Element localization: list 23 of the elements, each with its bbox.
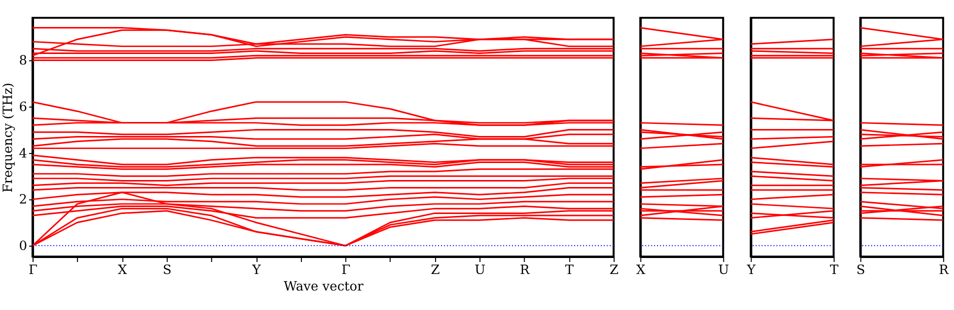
x-tick-label: Z [430,262,440,278]
x-tick-label: Γ [341,262,350,278]
x-tick-label: S [856,262,866,278]
x-tick-label: Z [610,262,619,278]
y-tick-label: 8 [18,54,28,69]
y-tick-label: 0 [18,239,28,254]
x-axis-title: Wave vector [284,280,364,295]
x-tick-label: Y [746,262,756,278]
y-tick-label: 4 [18,146,28,162]
x-tick-label: T [565,262,574,278]
x-tick-label: R [520,262,530,278]
x-tick-label: R [938,262,949,278]
y-axis-title: Frequency (THz) [1,82,16,193]
x-tick-label: T [830,262,839,278]
y-tick-label: 6 [18,100,28,116]
x-tick-label: U [718,262,730,278]
x-tick-label: X [118,262,128,278]
y-tick-label: 2 [18,192,28,208]
x-tick-label: S [162,262,172,278]
x-tick-label: X [636,262,646,278]
x-tick-label: U [474,262,486,278]
x-tick-label: Y [251,262,262,278]
x-tick-label: Γ [28,262,38,278]
